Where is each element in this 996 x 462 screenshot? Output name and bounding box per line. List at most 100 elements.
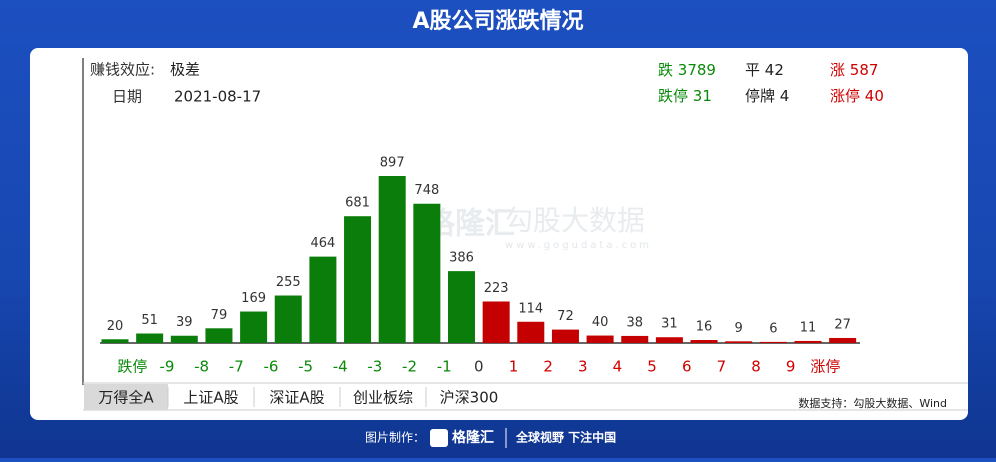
value-label: 114 [518,301,543,316]
stat: 涨停 40 [830,87,884,105]
stat-label: 涨 [830,61,845,79]
bar [551,329,579,343]
tab[interactable]: 创业板综 [353,389,413,407]
stat-value: 31 [693,87,712,105]
source: 数据支持：勾股大数据、Wind [798,396,947,410]
stat: 涨 587 [830,61,878,79]
stat-value: 587 [850,61,879,79]
tab[interactable]: 沪深300 [440,389,499,407]
bar [517,321,545,343]
bar [309,256,337,343]
footer-brand: 格隆汇 [452,429,494,446]
x-tick-label: -4 [333,358,348,376]
date-label: 日期 [112,88,142,106]
tab[interactable]: 万得全A [98,389,154,407]
tab-selected [84,384,168,410]
value-label: 20 [107,319,124,334]
effect-value: 极差 [170,61,200,79]
bar [205,328,233,343]
bar [101,339,129,343]
footer-made-by: 图片制作： [365,431,425,445]
x-tick-label: -3 [367,358,382,376]
stat: 跌 3789 [658,61,716,79]
watermark-brand2: 勾股大数据 [505,204,645,237]
value-label: 39 [176,315,193,330]
footer-slogan: 全球视野 下注中国 [515,430,616,445]
stat-label: 停牌 [745,87,775,105]
x-tick-label: -5 [298,358,313,376]
bar [794,340,822,343]
bar [448,271,475,343]
stat-label: 跌停 [658,87,688,105]
stat: 停牌 4 [745,87,789,105]
value-label: 79 [211,308,228,323]
value-label: 6 [769,321,777,336]
bar [586,335,614,343]
value-label: 27 [834,317,851,332]
bar [240,311,268,343]
x-tick-label: 2 [543,358,553,376]
x-tick-label: 8 [751,358,761,376]
x-tick-label: -8 [194,358,209,376]
value-label: 11 [800,320,817,335]
page-title: A股公司涨跌情况 [412,8,583,34]
stat-value: 40 [865,87,884,105]
x-tick-label: 3 [578,358,588,376]
value-label: 51 [141,313,158,328]
bar [759,341,787,343]
footer-logo [430,429,448,447]
value-label: 31 [661,317,678,332]
stat-label: 平 [745,61,760,79]
value-label: 40 [592,315,609,330]
stat-label: 涨停 [830,87,860,105]
bar [690,340,718,343]
value-label: 9 [735,321,743,336]
x-tick-label: 1 [509,358,519,376]
stat-label: 跌 [658,61,673,79]
bar [274,295,302,343]
bar [621,335,649,343]
x-tick-label: 涨停 [810,358,840,376]
value-label: 464 [310,236,335,251]
bar [725,341,753,343]
x-tick-label: 7 [717,358,727,376]
x-tick-label: -9 [159,358,174,376]
value-label: 38 [626,315,643,330]
x-tick-label: 4 [613,358,623,376]
bar [482,301,510,343]
x-tick-label: -6 [263,358,278,376]
value-label: 897 [380,156,405,171]
x-tick-label: -1 [437,358,452,376]
bar [136,333,164,343]
value-label: 386 [449,251,474,266]
x-tick-label: -2 [402,358,417,376]
value-label: 681 [345,196,370,211]
bar [829,337,857,343]
stat: 平 42 [745,61,784,79]
date-value: 2021-08-17 [174,88,261,106]
stat: 跌停 31 [658,87,712,105]
tab[interactable]: 上证A股 [183,389,238,407]
value-label: 16 [696,320,713,335]
value-label: 223 [484,281,509,296]
bar [378,176,406,343]
x-tick-label: 6 [682,358,692,376]
tab[interactable]: 深证A股 [269,389,324,407]
stat-value: 3789 [678,61,716,79]
value-label: 72 [557,309,574,324]
stat-value: 4 [780,87,790,105]
value-label: 748 [414,183,439,198]
x-tick-label: 9 [786,358,796,376]
x-tick-label: -7 [229,358,244,376]
x-tick-label: 跌停 [117,358,147,376]
bar [655,337,683,343]
value-label: 169 [241,291,266,306]
x-tick-label: 0 [474,358,484,376]
bar [170,335,198,343]
effect-label: 赚钱效应: [90,61,155,79]
value-label: 255 [276,275,301,290]
stat-value: 42 [765,61,784,79]
bar [344,216,372,343]
